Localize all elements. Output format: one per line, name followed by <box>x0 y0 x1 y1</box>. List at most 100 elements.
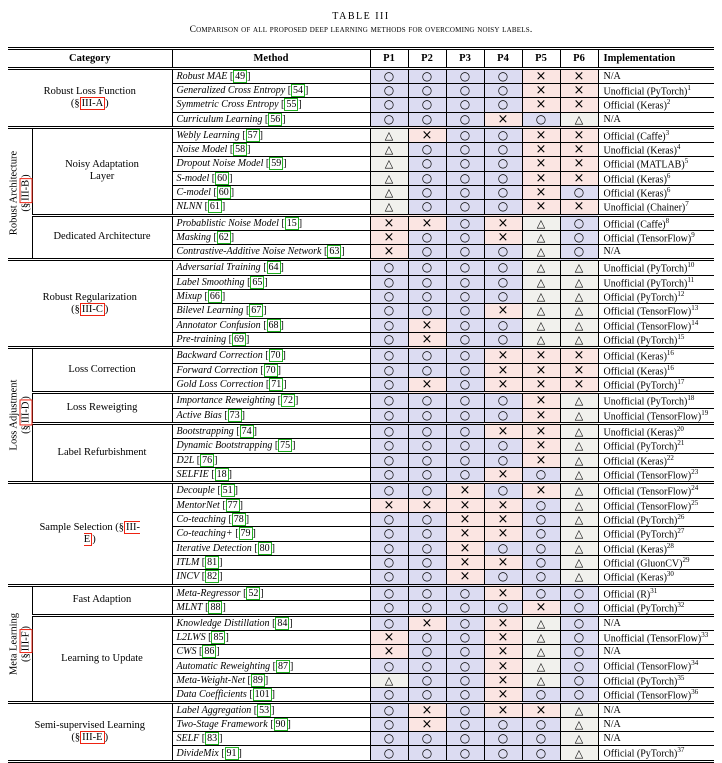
mark-circle-p1: ○ <box>370 438 409 454</box>
citation-link[interactable]: 49 <box>233 71 248 83</box>
citation-link[interactable]: 62 <box>216 231 231 245</box>
footnote-ref[interactable]: 36 <box>691 688 699 697</box>
footnote-ref[interactable]: 4 <box>676 142 681 151</box>
footnote-ref[interactable]: 26 <box>677 512 685 521</box>
footnote-ref[interactable]: 22 <box>666 453 674 462</box>
citation-link[interactable]: 78 <box>231 513 246 527</box>
section-ref-link[interactable]: III-D <box>18 399 32 426</box>
mark-circle-p4: ○ <box>484 391 523 409</box>
citation-link[interactable]: 60 <box>216 186 231 200</box>
footnote-ref[interactable]: 8 <box>665 216 670 225</box>
citation-link[interactable]: 72 <box>280 395 295 408</box>
section-ref-link[interactable]: III-E <box>83 520 141 546</box>
citation-link[interactable]: 53 <box>257 705 272 718</box>
footnote-ref[interactable]: 24 <box>691 484 699 493</box>
table-row: MentorNet [77] × × × × ○ △ Official (TensorFlow… <box>8 497 714 513</box>
citation-link[interactable]: 51 <box>220 485 235 498</box>
citation-link[interactable]: 69 <box>231 333 246 347</box>
citation-link[interactable]: 64 <box>266 262 281 275</box>
footnote-ref[interactable]: 2 <box>666 98 671 107</box>
citation-link[interactable]: 73 <box>227 409 242 422</box>
citation-link[interactable]: 87 <box>275 660 290 673</box>
footnote-ref[interactable]: 12 <box>677 289 685 298</box>
citation-link[interactable]: 65 <box>250 276 265 289</box>
footnote-ref[interactable]: 10 <box>687 261 695 270</box>
footnote-ref[interactable]: 25 <box>691 498 699 507</box>
footnote-ref[interactable]: 3 <box>665 128 670 137</box>
citation-link[interactable]: 83 <box>205 732 220 746</box>
section-ref-link[interactable]: III-F <box>18 629 32 654</box>
citation-link[interactable]: 101 <box>252 688 272 702</box>
citation-link[interactable]: 56 <box>268 113 283 126</box>
citation-link[interactable]: 84 <box>275 618 290 631</box>
citation-link[interactable]: 61 <box>207 200 222 214</box>
citation-link[interactable]: 57 <box>245 129 260 142</box>
citation-link[interactable]: 70 <box>268 350 283 363</box>
citation-link[interactable]: 55 <box>284 98 299 112</box>
citation-link[interactable]: 79 <box>238 527 253 541</box>
citation-link[interactable]: 88 <box>208 601 223 614</box>
citation-link[interactable]: 76 <box>200 454 215 467</box>
citation-link[interactable]: 82 <box>205 570 220 584</box>
citation-link[interactable]: 77 <box>225 499 240 512</box>
mark-circle-p2: ○ <box>408 346 447 364</box>
citation-link[interactable]: 66 <box>207 290 222 304</box>
mark-circle-p5: ○ <box>522 569 561 585</box>
section-ref-link[interactable]: III-A <box>79 96 106 110</box>
footnote-ref[interactable]: 31 <box>650 586 658 595</box>
footnote-ref[interactable]: 1 <box>687 84 691 92</box>
citation-link[interactable]: 18 <box>214 468 229 482</box>
footnote-ref[interactable]: 6 <box>666 171 671 180</box>
citation-link[interactable]: 74 <box>239 426 254 439</box>
footnote-ref[interactable]: 14 <box>691 318 699 327</box>
footnote-ref[interactable]: 9 <box>691 230 695 239</box>
footnote-ref[interactable]: 18 <box>687 394 695 403</box>
footnote-ref[interactable]: 32 <box>677 600 685 609</box>
citation-link[interactable]: 15 <box>284 217 299 230</box>
footnote-ref[interactable]: 27 <box>677 527 685 536</box>
footnote-ref[interactable]: 7 <box>685 200 689 209</box>
footnote-ref[interactable]: 21 <box>677 439 685 448</box>
citation-link[interactable]: 85 <box>211 631 226 645</box>
footnote-ref[interactable]: 15 <box>677 332 685 341</box>
citation-link[interactable]: 54 <box>291 84 306 98</box>
footnote-ref[interactable]: 20 <box>676 424 684 433</box>
category-text: Sample Selection (§ III-E) <box>39 520 141 546</box>
citation-link[interactable]: 67 <box>249 304 264 318</box>
citation-link[interactable]: 63 <box>327 245 342 259</box>
footnote-ref[interactable]: 17 <box>677 377 685 386</box>
footnote-ref[interactable]: 16 <box>666 349 674 358</box>
citation-link[interactable]: 59 <box>269 157 284 171</box>
footnote-ref[interactable]: 35 <box>677 673 685 682</box>
citation-link[interactable]: 86 <box>202 645 217 659</box>
footnote-ref[interactable]: 16 <box>666 363 674 372</box>
citation-link[interactable]: 81 <box>205 556 220 569</box>
footnote-ref[interactable]: 29 <box>682 555 690 564</box>
citation-link[interactable]: 80 <box>257 542 272 555</box>
footnote-ref[interactable]: 30 <box>666 570 674 579</box>
footnote-ref[interactable]: 19 <box>701 408 709 417</box>
section-ref-link[interactable]: III-E <box>80 731 105 745</box>
footnote-ref[interactable]: 34 <box>691 659 699 668</box>
citation-link[interactable]: 68 <box>266 319 281 332</box>
section-ref-link[interactable]: III-B <box>18 178 32 204</box>
citation-link[interactable]: 90 <box>273 718 288 732</box>
citation-link[interactable]: 52 <box>246 587 261 600</box>
citation-link[interactable]: 70 <box>263 364 278 377</box>
footnote-ref[interactable]: 33 <box>701 631 709 640</box>
section-ref-link[interactable]: III-C <box>79 302 105 316</box>
mark-cross-p6: × <box>560 170 599 186</box>
footnote-ref[interactable]: 23 <box>691 467 699 476</box>
citation-link[interactable]: 60 <box>215 172 230 185</box>
footnote-ref[interactable]: 6 <box>666 185 671 194</box>
citation-link[interactable]: 91 <box>224 746 239 760</box>
citation-link[interactable]: 58 <box>233 143 248 157</box>
citation-link[interactable]: 89 <box>250 674 265 687</box>
footnote-ref[interactable]: 13 <box>691 304 699 313</box>
footnote-ref[interactable]: 5 <box>684 157 689 166</box>
citation-link[interactable]: 75 <box>278 439 293 453</box>
footnote-ref[interactable]: 37 <box>677 746 685 755</box>
footnote-ref[interactable]: 28 <box>666 541 674 550</box>
citation-link[interactable]: 71 <box>269 378 284 392</box>
footnote-ref[interactable]: 11 <box>687 275 695 284</box>
